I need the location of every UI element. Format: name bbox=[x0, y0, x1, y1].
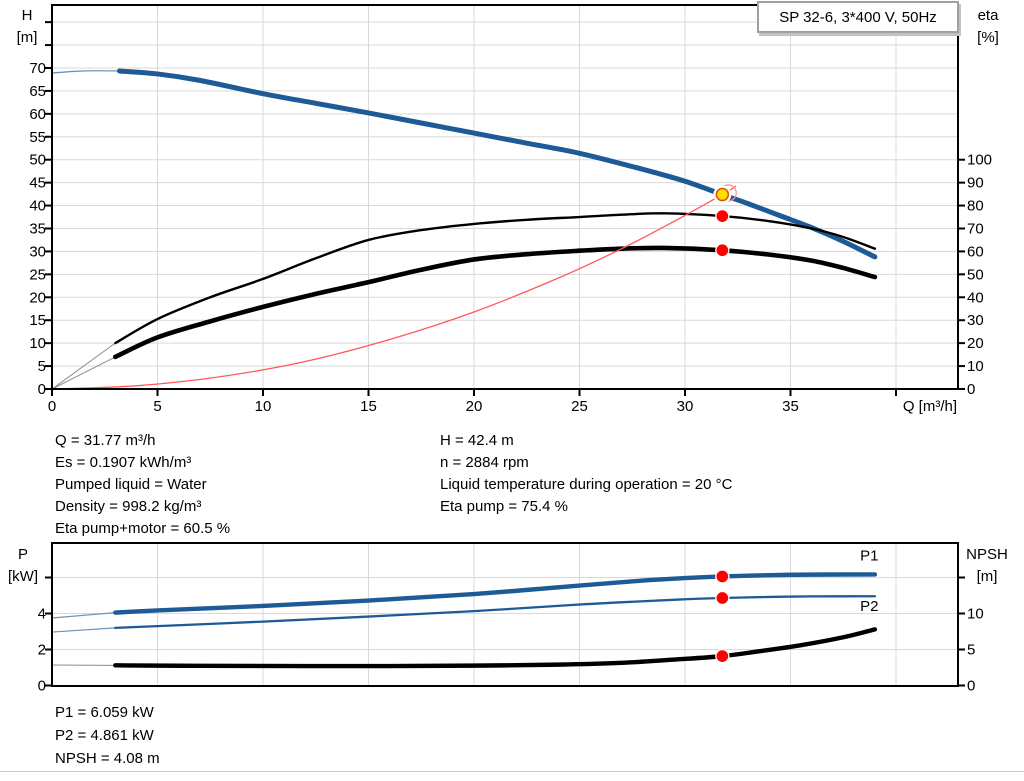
left-axis-tick-label: 0 bbox=[38, 381, 46, 398]
left-axis-title: [m] bbox=[17, 29, 38, 46]
right-axis-tick-label: 0 bbox=[967, 678, 975, 695]
info-line-density: Density = 998.2 kg/m³ bbox=[55, 498, 202, 515]
x-axis-tick-label: 15 bbox=[360, 398, 377, 415]
left-axis-tick-label: 20 bbox=[29, 289, 46, 306]
left-axis-tick-label: 30 bbox=[29, 243, 46, 260]
left-axis-tick-label: 15 bbox=[29, 312, 46, 329]
results-panel: P1 = 6.059 kW P2 = 4.861 kW NPSH = 4.08 … bbox=[55, 702, 160, 771]
p2-duty-dot bbox=[715, 590, 730, 606]
p1-curve-lead-in bbox=[51, 612, 116, 619]
eta-pump-curve-lead-in bbox=[51, 342, 116, 390]
eta-pump-curve bbox=[114, 212, 877, 345]
right-axis-tick-label: 10 bbox=[967, 606, 984, 623]
left-axis-tick-label: 45 bbox=[29, 175, 46, 192]
left-axis-tick-label: 0 bbox=[38, 678, 46, 695]
p2-curve bbox=[114, 595, 877, 630]
series-label-p1: P1 bbox=[860, 547, 878, 564]
info-line-eta-pump: Eta pump = 75.4 % bbox=[440, 498, 568, 515]
right-axis-tick-label: 10 bbox=[967, 358, 984, 375]
info-line-speed: n = 2884 rpm bbox=[440, 454, 529, 471]
right-axis-tick-label: 80 bbox=[967, 198, 984, 215]
right-axis-tick-label: 20 bbox=[967, 335, 984, 352]
left-axis-tick-label: 5 bbox=[38, 358, 46, 375]
right-axis-tick-label: 0 bbox=[967, 381, 975, 398]
p1-curve bbox=[113, 572, 878, 615]
left-axis-tick-label: 10 bbox=[29, 335, 46, 352]
duty-info-right: H = 42.4 m n = 2884 rpm Liquid temperatu… bbox=[440, 430, 732, 518]
right-axis-tick-label: 60 bbox=[967, 243, 984, 260]
npsh-duty-dot bbox=[715, 648, 730, 664]
pump-type-box: SP 32-6, 3*400 V, 50Hz bbox=[757, 1, 959, 33]
p1-duty-dot bbox=[715, 569, 730, 584]
right-axis-tick-label: 50 bbox=[967, 266, 984, 283]
eta-pump-duty-dot bbox=[715, 208, 730, 224]
left-axis-tick-label: 25 bbox=[29, 266, 46, 283]
info-line-es: Es = 0.1907 kWh/m³ bbox=[55, 454, 192, 471]
left-axis-tick-label: 40 bbox=[29, 198, 46, 215]
head-curve-lead-in bbox=[51, 70, 121, 74]
info-line-q: Q = 31.77 m³/h bbox=[55, 432, 156, 449]
right-axis-tick-label: 5 bbox=[967, 642, 975, 659]
footer-divider bbox=[0, 771, 1024, 772]
info-line-h: H = 42.4 m bbox=[440, 432, 514, 449]
head-curve bbox=[117, 68, 878, 260]
right-axis-title: eta bbox=[978, 7, 1000, 24]
result-line-p2: P2 = 4.861 kW bbox=[55, 727, 154, 744]
info-line-liquid: Pumped liquid = Water bbox=[55, 476, 207, 493]
right-axis-tick-label: 100 bbox=[967, 152, 992, 169]
right-axis-tick-label: 90 bbox=[967, 175, 984, 192]
left-axis-tick-label: 60 bbox=[29, 106, 46, 123]
x-axis-tick-label: 30 bbox=[677, 398, 694, 415]
duty-point[interactable] bbox=[715, 187, 730, 202]
pump-type-label: SP 32-6, 3*400 V, 50Hz bbox=[779, 8, 937, 26]
x-axis-tick-label: 5 bbox=[153, 398, 161, 415]
system-curve bbox=[51, 185, 737, 390]
eta-pump-motor-curve bbox=[113, 245, 878, 360]
right-axis-tick-label: 40 bbox=[967, 289, 984, 306]
left-axis-tick-label: 65 bbox=[29, 83, 46, 100]
eta-pump-motor-curve-lead-in bbox=[51, 356, 116, 390]
right-axis-title: NPSH bbox=[966, 546, 1008, 563]
x-axis-tick-label: 20 bbox=[466, 398, 483, 415]
left-axis-tick-label: 35 bbox=[29, 220, 46, 237]
series-label-p2: P2 bbox=[860, 598, 878, 615]
x-axis-tick-label: 10 bbox=[255, 398, 272, 415]
result-line-npsh: NPSH = 4.08 m bbox=[55, 750, 160, 767]
eta-pump-motor-duty-dot bbox=[715, 243, 730, 258]
left-axis-tick-label: 4 bbox=[38, 606, 46, 623]
npsh-curve bbox=[113, 627, 878, 669]
left-axis-tick-label: 50 bbox=[29, 152, 46, 169]
left-axis-tick-label: 70 bbox=[29, 60, 46, 77]
right-axis-tick-label: 70 bbox=[967, 220, 984, 237]
x-axis-tick-label: 25 bbox=[571, 398, 588, 415]
x-axis-tick-label: 0 bbox=[48, 398, 56, 415]
result-line-p1: P1 = 6.059 kW bbox=[55, 704, 154, 721]
right-axis-title: [m] bbox=[977, 568, 998, 585]
info-line-temperature: Liquid temperature during operation = 20… bbox=[440, 476, 733, 493]
left-axis-tick-label: 55 bbox=[29, 129, 46, 146]
x-axis-title: Q [m³/h] bbox=[903, 398, 957, 415]
duty-info-left: Q = 31.77 m³/h Es = 0.1907 kWh/m³ Pumped… bbox=[55, 430, 230, 540]
info-line-eta-total: Eta pump+motor = 60.5 % bbox=[55, 520, 231, 537]
x-axis-tick-label: 35 bbox=[782, 398, 799, 415]
right-axis-title: [%] bbox=[977, 29, 999, 46]
left-axis-title: [kW] bbox=[8, 568, 38, 585]
left-axis-title: P bbox=[18, 546, 28, 563]
p2-curve-lead-in bbox=[51, 627, 116, 633]
plot-frame bbox=[51, 4, 959, 390]
right-axis-tick-label: 30 bbox=[967, 312, 984, 329]
left-axis-title: H bbox=[22, 7, 33, 24]
left-axis-tick-label: 2 bbox=[38, 642, 46, 659]
